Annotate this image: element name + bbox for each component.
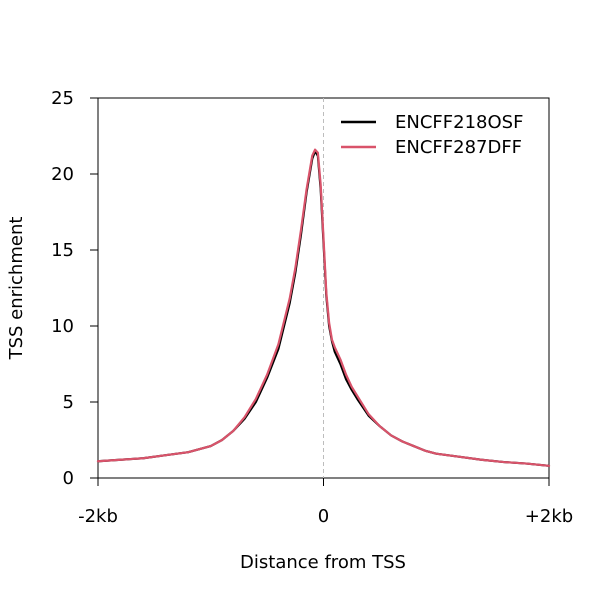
x-axis-label: Distance from TSS xyxy=(240,552,406,573)
legend-label-encff218osf: ENCFF218OSF xyxy=(395,112,523,133)
x-tick-label: +2kb xyxy=(525,506,573,527)
y-axis-label: TSS enrichment xyxy=(6,217,27,361)
legend-label-encff287dff: ENCFF287DFF xyxy=(395,137,522,158)
series-layer xyxy=(96,148,551,467)
x-tick-label: -2kb xyxy=(78,506,118,527)
y-tick-label: 25 xyxy=(51,88,74,109)
x-tick-label: 0 xyxy=(318,506,329,527)
y-tick-label: 5 xyxy=(63,392,74,413)
y-tick-label: 20 xyxy=(51,164,74,185)
series-line-encff287dff xyxy=(96,148,551,467)
legend: ENCFF218OSF ENCFF287DFF xyxy=(341,112,523,158)
y-tick-label: 15 xyxy=(51,240,74,261)
y-tick-label: 0 xyxy=(63,468,74,489)
y-tick-label: 10 xyxy=(51,316,74,337)
